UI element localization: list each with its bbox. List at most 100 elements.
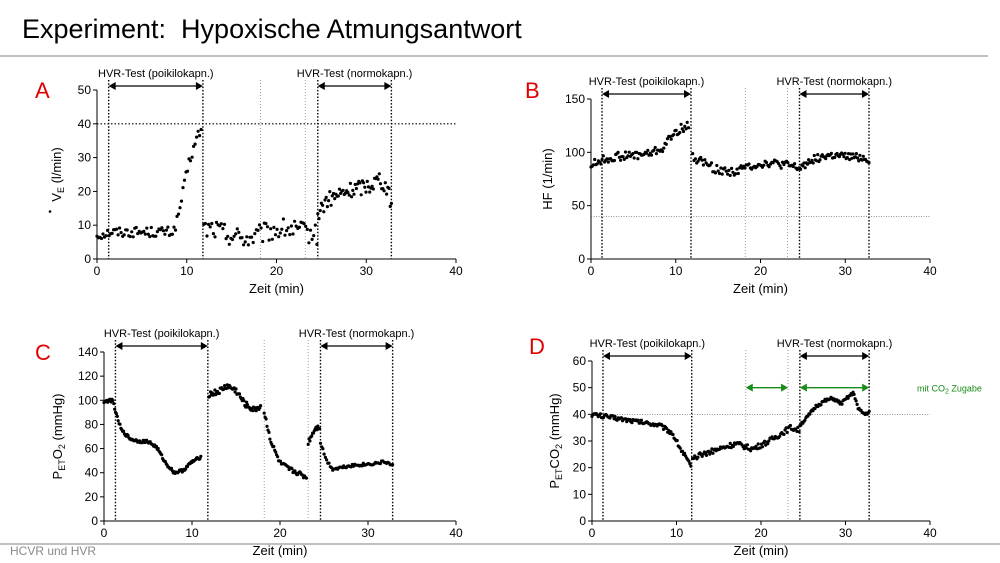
data-point — [715, 163, 719, 168]
arrow-head-left — [602, 90, 610, 98]
data-point — [170, 232, 174, 236]
arrow-head-right — [385, 342, 393, 350]
x-tick-label: 20 — [270, 264, 284, 278]
data-point — [166, 225, 170, 229]
data-point — [771, 161, 775, 165]
data-point — [169, 466, 174, 470]
data-point — [686, 126, 691, 130]
data-point — [242, 243, 246, 247]
data-point — [227, 242, 231, 246]
data-point — [272, 225, 276, 229]
data-point — [685, 120, 689, 124]
annotation-label: mit CO2 Zugabe — [917, 384, 982, 396]
data-point — [130, 230, 134, 234]
data-point — [154, 444, 158, 448]
data-point — [199, 454, 203, 458]
panel-letter: D — [529, 334, 545, 359]
data-point — [280, 227, 284, 231]
data-point — [377, 172, 381, 176]
data-point — [662, 146, 666, 150]
data-point — [172, 225, 176, 229]
data-point — [163, 232, 167, 236]
x-axis-label: Zeit (min) — [734, 543, 789, 558]
data-point — [325, 205, 329, 209]
data-point — [358, 181, 362, 185]
data-point — [739, 164, 743, 168]
data-point — [383, 181, 387, 185]
data-point — [106, 228, 110, 232]
arrow-head-left — [115, 342, 123, 350]
data-point — [341, 188, 345, 192]
data-point — [246, 243, 250, 247]
data-point — [359, 193, 363, 197]
data-point — [728, 173, 732, 178]
data-point — [808, 412, 812, 416]
data-point — [226, 234, 230, 238]
data-point — [178, 206, 182, 210]
data-point — [278, 459, 283, 463]
data-point — [861, 154, 865, 158]
footer-divider — [0, 543, 1000, 545]
data-point — [234, 232, 238, 236]
data-point — [716, 169, 720, 173]
data-point — [636, 418, 640, 422]
data-point — [251, 240, 255, 245]
data-point — [243, 240, 247, 244]
y-tick-label: 40 — [573, 407, 587, 421]
x-tick-label: 10 — [669, 264, 683, 278]
data-point — [275, 227, 279, 231]
data-point — [675, 438, 679, 443]
y-tick-label: 20 — [573, 461, 587, 475]
data-point — [858, 153, 862, 157]
data-point — [230, 237, 235, 242]
x-tick-label: 10 — [180, 264, 194, 278]
data-point — [175, 214, 179, 218]
y-axis-label: PETCO2 (mmHg) — [547, 393, 564, 488]
data-point — [251, 409, 255, 413]
data-point — [290, 467, 294, 471]
data-point — [308, 228, 313, 232]
data-point — [852, 392, 856, 396]
data-point — [149, 225, 153, 230]
data-point — [727, 168, 731, 172]
panel-letter: B — [525, 78, 540, 103]
x-tick-label: 40 — [923, 526, 937, 540]
data-point — [308, 439, 312, 443]
data-point — [207, 222, 211, 226]
data-point — [363, 185, 367, 189]
data-point — [693, 157, 698, 161]
data-point — [99, 236, 104, 241]
arrow-head-right — [684, 352, 692, 360]
data-point — [164, 228, 168, 232]
data-point — [259, 404, 263, 408]
data-point — [735, 167, 739, 171]
data-point — [302, 222, 306, 226]
data-point — [283, 233, 287, 237]
v-dot-mark — [48, 210, 52, 213]
data-point — [689, 464, 693, 468]
y-tick-label: 30 — [573, 434, 587, 448]
data-point — [312, 234, 316, 238]
data-point — [595, 162, 599, 166]
data-point — [803, 166, 807, 170]
data-point — [328, 190, 332, 194]
data-point — [360, 464, 364, 468]
data-point — [630, 421, 634, 425]
data-point — [278, 231, 282, 235]
data-point — [145, 226, 149, 230]
panel-letter: C — [35, 340, 51, 365]
arrow-head-left — [799, 383, 807, 392]
data-point — [743, 166, 747, 170]
data-point — [661, 149, 665, 154]
data-point — [857, 159, 861, 163]
annotation-label: HVR-Test (poikilokapn.) — [590, 338, 706, 350]
data-point — [654, 152, 659, 156]
data-point — [233, 390, 237, 394]
data-point — [110, 231, 114, 235]
data-point — [264, 417, 268, 421]
y-tick-label: 20 — [85, 490, 99, 504]
data-point — [126, 433, 130, 437]
data-point — [601, 154, 605, 158]
x-tick-label: 10 — [670, 526, 684, 540]
data-point — [354, 186, 358, 191]
